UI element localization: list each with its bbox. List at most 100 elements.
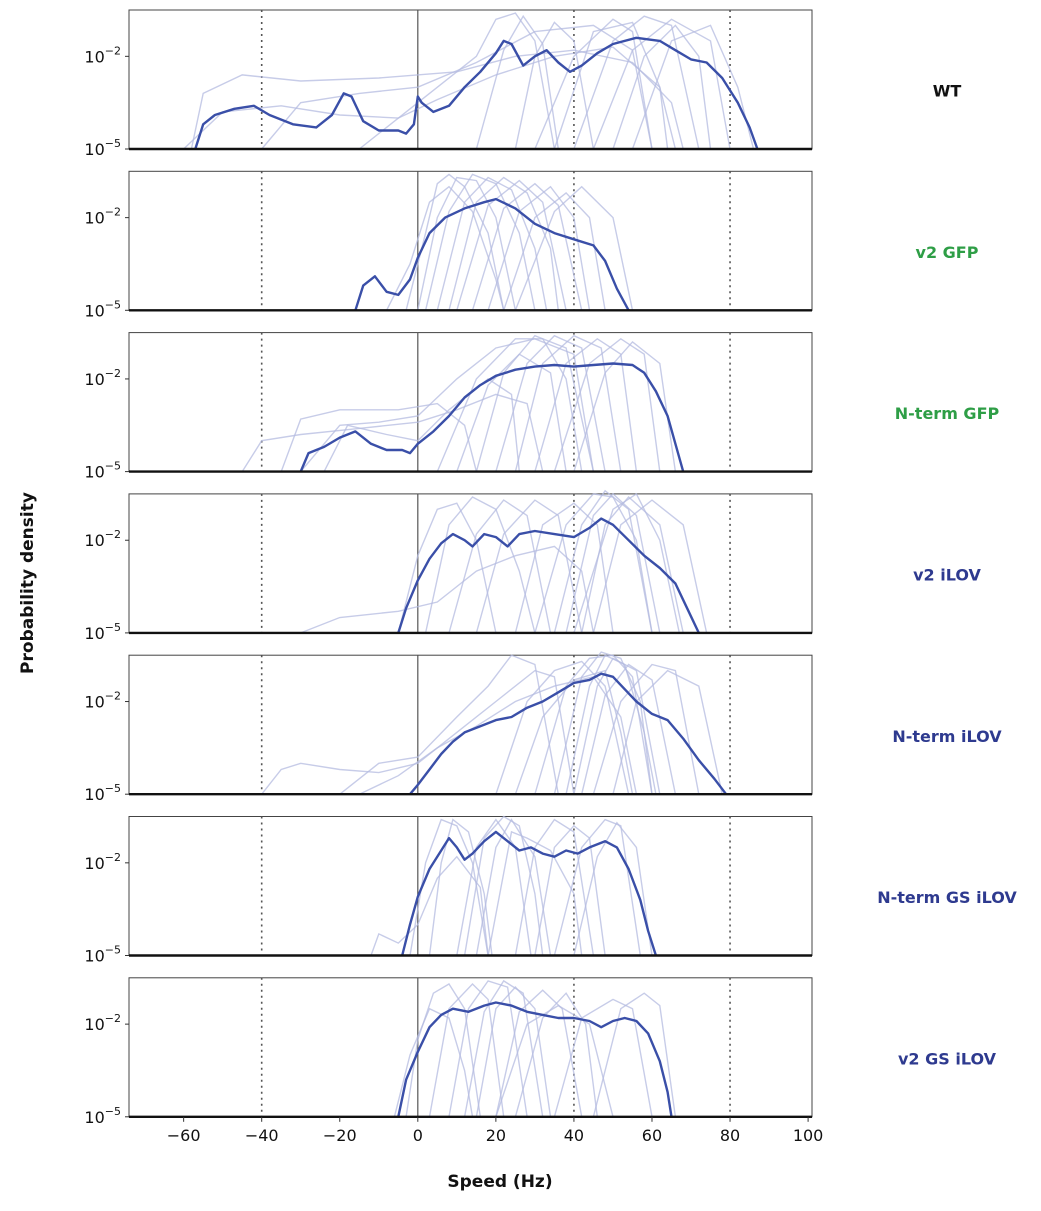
- trace-line: [553, 998, 653, 1117]
- trace-line: [553, 21, 669, 150]
- trace-line: [514, 502, 614, 634]
- trace-line: [397, 502, 497, 634]
- y-axis-label: Probability density: [18, 492, 38, 674]
- x-tick-label: 100: [793, 1126, 824, 1145]
- trace-line: [581, 495, 684, 634]
- trace-line: [534, 493, 653, 634]
- mean-line: [401, 830, 658, 956]
- x-tick-label: 20: [486, 1126, 506, 1145]
- y-tick-label: 10−5: [84, 621, 121, 643]
- y-tick-label: 10−5: [84, 944, 121, 966]
- trace-line: [456, 179, 567, 311]
- mean-line: [299, 362, 685, 473]
- x-tick-label: −40: [245, 1126, 279, 1145]
- trace-line: [514, 992, 598, 1117]
- trace-line: [631, 24, 755, 150]
- trace-line: [261, 24, 653, 150]
- trace-line: [428, 983, 505, 1117]
- panel-frame: [128, 170, 813, 311]
- trace-line: [534, 654, 653, 795]
- panel-frame: [128, 493, 813, 634]
- trace-line: [448, 176, 559, 311]
- y-tick-label: 10−2: [84, 690, 121, 712]
- panel-n-term-ilov: 10−2 10−5 N-term iLOV: [84, 651, 1002, 804]
- trace-line: [370, 855, 489, 956]
- panel-v2-gfp: 10−2 10−5 v2 GFP: [84, 170, 979, 320]
- trace-line: [463, 815, 544, 956]
- panel-label: WT: [933, 82, 962, 101]
- trace-line: [417, 176, 517, 311]
- mean-line: [194, 36, 759, 150]
- y-tick-label: 10−2: [84, 1012, 121, 1034]
- trace-line: [612, 24, 712, 150]
- trace-line: [534, 824, 606, 956]
- trace-line: [514, 21, 595, 150]
- trace-line: [612, 669, 723, 795]
- trace-line: [339, 654, 559, 795]
- trace-line: [424, 173, 536, 311]
- trace-line: [487, 185, 591, 311]
- trace-line: [487, 830, 583, 956]
- trace-line: [393, 1007, 474, 1117]
- trace-line: [475, 818, 552, 956]
- trace-line: [300, 545, 595, 634]
- panel-label: v2 iLOV: [913, 566, 981, 585]
- trace-line: [553, 337, 661, 472]
- panel-label: N-term GS iLOV: [877, 888, 1017, 907]
- mean-line: [397, 517, 700, 634]
- x-tick-label: −60: [167, 1126, 201, 1145]
- trace-line: [436, 176, 548, 311]
- trace-line: [514, 818, 595, 956]
- y-tick-label: 10−2: [84, 206, 121, 228]
- panel-wt: 10−2 10−5 WT: [84, 9, 962, 159]
- trace-line: [409, 818, 489, 956]
- panel-label: v2 GS iLOV: [898, 1049, 997, 1068]
- trace-line: [592, 499, 708, 634]
- trace-line: [456, 353, 567, 472]
- x-tick-label: 0: [413, 1126, 423, 1145]
- trace-line: [573, 821, 653, 956]
- y-tick-label: 10−5: [84, 782, 121, 804]
- panel-label: v2 GFP: [916, 243, 979, 262]
- trace-line: [553, 818, 641, 956]
- mean-line: [409, 672, 728, 795]
- trace-line: [385, 185, 505, 311]
- x-axis-label: Speed (Hz): [447, 1172, 552, 1192]
- panel-v2-gs-ilov: 10−2 10−5 v2 GS iLOV: [84, 977, 997, 1127]
- trace-line: [241, 393, 544, 472]
- panel-v2-ilov: 10−2 10−5 v2 iLOV: [84, 489, 982, 643]
- x-tick-label: −20: [323, 1126, 357, 1145]
- trace-line: [448, 980, 528, 1117]
- trace-line: [471, 182, 583, 311]
- trace-line: [261, 669, 575, 795]
- y-tick-label: 10−5: [84, 298, 121, 320]
- trace-line: [514, 669, 634, 795]
- y-tick-label: 10−5: [84, 1105, 121, 1127]
- trace-line: [592, 18, 731, 150]
- panel-n-term-gfp: 10−2 10−5 N-term GFP: [84, 332, 1000, 482]
- trace-line: [475, 986, 552, 1117]
- x-tick-label: 60: [642, 1126, 662, 1145]
- trace-line: [534, 337, 638, 472]
- trace-line: [405, 983, 481, 1117]
- x-tick-label: 40: [564, 1126, 584, 1145]
- trace-line: [358, 676, 638, 795]
- trace-line: [495, 334, 606, 472]
- trace-line: [573, 492, 680, 634]
- trace-line: [553, 489, 653, 634]
- trace-line: [280, 402, 478, 472]
- y-tick-label: 10−5: [84, 460, 121, 482]
- trace-line: [475, 14, 559, 150]
- trace-line: [456, 818, 532, 956]
- trace-line: [592, 663, 700, 795]
- trace-line: [592, 992, 677, 1117]
- trace-line: [514, 185, 634, 311]
- trace-line: [183, 46, 677, 150]
- y-tick-label: 10−2: [84, 367, 121, 389]
- mean-line: [354, 197, 630, 311]
- trace-line: [495, 989, 583, 1117]
- x-axis: −60 −40 −20 0 20 40 60 80 100: [167, 1116, 824, 1145]
- panel-label: N-term iLOV: [892, 727, 1002, 746]
- trace-line: [405, 173, 505, 311]
